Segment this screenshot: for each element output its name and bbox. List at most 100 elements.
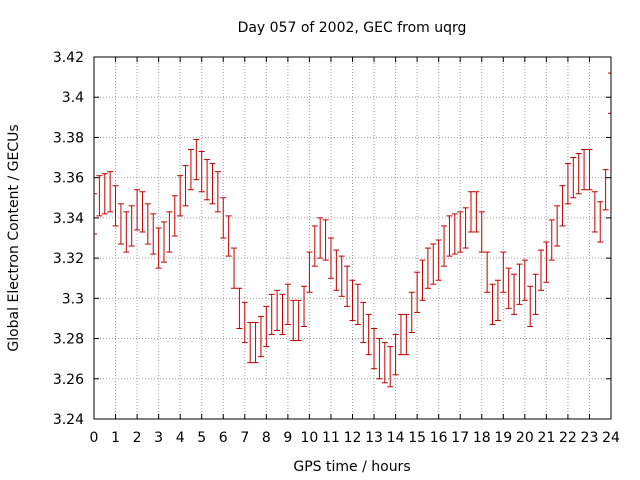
x-tick-label: 16: [430, 430, 448, 446]
error-bar-point: [586, 149, 593, 191]
error-bar-point: [478, 211, 485, 253]
x-tick-label: 13: [365, 430, 383, 446]
error-bar-point: [166, 211, 173, 253]
error-bar-point: [484, 251, 491, 293]
error-bar-point: [473, 191, 480, 233]
error-bar-point: [548, 219, 555, 261]
y-axis: 3.24 3.26 3.28 3.3 3.32 3.34 3.36 3.38 3.4 3.42: [53, 50, 611, 428]
error-bar-point: [516, 263, 523, 305]
error-bar-point: [354, 283, 361, 325]
y-tick-label: 3.38: [53, 130, 84, 146]
y-tick-label: 3.34: [53, 211, 84, 227]
grid: [94, 57, 611, 419]
error-bar-point: [575, 153, 582, 195]
x-tick-label: 0: [90, 430, 99, 446]
x-tick-label: 4: [176, 430, 185, 446]
y-tick-label: 3.3: [62, 291, 84, 307]
x-tick-label: 12: [344, 430, 362, 446]
error-bar-point: [317, 217, 324, 259]
error-bar-point: [96, 175, 103, 217]
x-tick-label: 8: [262, 430, 271, 446]
error-bar-point: [338, 255, 345, 297]
x-tick-label: 20: [516, 430, 534, 446]
x-tick-label: 24: [602, 430, 620, 446]
error-bar-point: [171, 195, 178, 237]
x-tick-label: 17: [451, 430, 469, 446]
x-tick-label: 11: [322, 430, 340, 446]
x-tick-label: 10: [301, 430, 319, 446]
error-bar-point: [387, 346, 394, 388]
error-bar-point: [424, 247, 431, 289]
y-tick-label: 3.28: [53, 332, 84, 348]
error-bar-point: [597, 201, 604, 243]
error-bar-point: [187, 149, 194, 191]
error-bar-point: [457, 211, 464, 253]
error-bar-point: [494, 279, 501, 321]
error-bar-point: [371, 328, 378, 370]
error-bar-point: [446, 215, 453, 257]
error-bar-point: [274, 289, 281, 332]
error-bar-point: [397, 313, 404, 356]
error-bar-point: [231, 247, 238, 289]
error-bar-point: [559, 185, 566, 227]
error-bar-point: [564, 163, 571, 205]
x-tick-label: 3: [154, 430, 163, 446]
error-bar-point: [241, 301, 248, 344]
error-bar-point: [591, 191, 598, 233]
error-bar-point: [284, 283, 291, 325]
x-tick-label: 7: [240, 430, 249, 446]
error-bar-point: [419, 259, 426, 301]
error-bar-point: [554, 205, 561, 247]
error-bar-point: [182, 165, 189, 207]
x-tick-label: 23: [581, 430, 599, 446]
error-bar-point: [128, 205, 135, 247]
error-bar-point: [107, 171, 114, 213]
error-bar-point: [570, 157, 577, 199]
error-bar-point: [360, 301, 367, 344]
error-bar-point: [214, 171, 221, 213]
error-bar-point: [155, 227, 162, 269]
error-bar-point: [527, 285, 534, 327]
error-bar-point: [430, 243, 437, 285]
error-bar-point: [414, 271, 421, 313]
error-bar-point: [365, 313, 372, 356]
error-bar-point: [252, 321, 259, 364]
error-bar-point: [301, 285, 308, 327]
error-bar-point: [198, 151, 205, 193]
error-bar-point: [435, 239, 442, 281]
error-bar-point: [602, 169, 609, 211]
y-tick-label: 3.24: [53, 412, 84, 428]
error-bar-point: [511, 273, 518, 315]
error-bar-point: [257, 315, 264, 358]
error-bar-point: [500, 251, 507, 293]
x-axis: 0 1 2 3 4 5 6 7 8 9 10 11 12 13 14 15 16 17 18 19 20 21 22 23 24: [90, 57, 620, 446]
error-bar-point: [344, 265, 351, 307]
y-tick-label: 3.36: [53, 171, 84, 187]
error-bar-point: [403, 313, 410, 356]
error-bar-point: [322, 219, 329, 261]
error-bar-point: [144, 203, 151, 245]
error-bar-point: [123, 211, 130, 253]
x-tick-label: 22: [559, 430, 577, 446]
error-bar-point: [306, 251, 313, 293]
x-tick-label: 6: [219, 430, 228, 446]
error-bar-point: [451, 213, 458, 255]
error-bar-point: [537, 249, 544, 291]
error-bar-point: [295, 299, 302, 342]
chart-title: Day 057 of 2002, GEC from uqrg: [238, 20, 467, 36]
x-tick-label: 9: [283, 430, 292, 446]
error-bar-point: [311, 225, 318, 267]
error-bar-point: [290, 299, 297, 342]
error-bar-point: [327, 237, 334, 279]
error-bar-point: [376, 338, 383, 380]
error-bar-point: [521, 259, 528, 301]
error-bar-point: [247, 321, 254, 364]
x-tick-label: 1: [111, 430, 120, 446]
error-bar-point: [581, 149, 588, 191]
x-tick-label: 18: [473, 430, 491, 446]
error-bar-point: [117, 203, 124, 245]
error-bar-point: [161, 221, 168, 263]
error-bar-point: [236, 287, 243, 329]
y-axis-label: Global Electron Content / GECUs: [6, 124, 22, 351]
